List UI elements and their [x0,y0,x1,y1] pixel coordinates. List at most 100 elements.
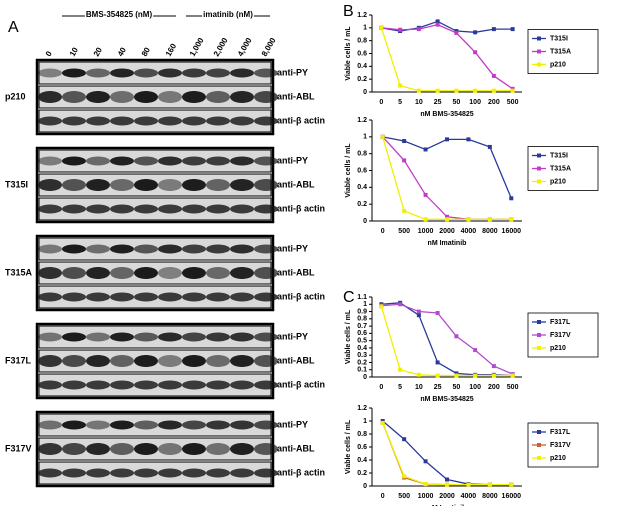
blot-band [158,116,182,126]
blot-band [86,443,110,455]
data-point [416,88,421,93]
blot-band [158,468,182,478]
legend-label: F317V [550,332,571,339]
blot-band [134,204,158,214]
y-axis-title: Viable cells / mL [345,143,352,198]
x-tick-label: 50 [452,384,460,391]
data-point [491,27,496,32]
blot-band [182,244,206,254]
blot-band [254,204,278,214]
data-point [466,482,471,487]
blot-band [230,91,254,103]
legend-swatch [537,179,541,184]
blot-band [158,91,182,103]
x-tick-label: 1000 [418,228,434,235]
y-tick-label: 1.2 [357,117,367,124]
blot-band [86,204,110,214]
y-tick-label: 0.6 [357,444,367,451]
legend-label: T315A [550,48,571,55]
blot-band [86,267,110,279]
blot-band [182,420,206,430]
y-tick-label: 0.2 [357,201,367,208]
blot-band [38,244,62,254]
blot-band [158,179,182,191]
data-point [398,83,403,88]
blot-band [62,468,86,478]
x-tick-label: 50 [452,99,460,106]
legend-swatch [537,62,541,67]
y-tick-label: 0.9 [357,308,367,315]
series-line [382,420,512,486]
blot-band [86,68,110,78]
x-tick-label: 100 [469,99,481,106]
blot-antibody: anti-ABL [277,267,315,277]
blot-band [110,116,134,126]
series-line [382,136,512,199]
legend-label: T315A [550,165,571,172]
blot-band [110,204,134,214]
y-tick-label: 0.3 [357,352,367,359]
data-point [398,27,403,32]
blot-band [38,91,62,103]
x-tick-label: 4000 [461,228,477,235]
x-tick-label: 500 [507,384,519,391]
x-tick-label: 16000 [502,228,522,235]
blot-band [134,267,158,279]
x-tick-label: 10 [415,99,423,106]
x-tick-label: 25 [434,384,442,391]
blot-band [254,355,278,367]
blot-band [230,443,254,455]
blot-band [230,355,254,367]
series-line [380,27,513,92]
y-tick-label: 0 [363,483,367,490]
lane-label: 40 [116,45,129,58]
blot-band [254,179,278,191]
data-point [510,88,515,93]
blot-band [62,91,86,103]
legend-label: F317V [550,442,571,449]
blot-band [110,91,134,103]
x-tick-label: 8000 [482,228,498,235]
data-point [510,27,515,32]
blot-antibody: anti-PY [277,67,308,77]
data-point [423,192,428,197]
lane-label: 10 [68,45,81,58]
blot-band [206,332,230,342]
blot-band [230,179,254,191]
legend-swatch [537,36,541,41]
y-axis-title: Viable cells / mL [345,419,352,474]
blot-band [158,156,182,166]
group-header: BMS-354825 (nM) [86,10,153,19]
blot-band [206,179,230,191]
blot-cell-line: p210 [5,91,26,101]
blot-band [182,443,206,455]
data-point [423,217,428,222]
series-line [382,136,512,220]
blot-band [230,156,254,166]
data-point [435,311,440,315]
blot-antibody: anti-PY [277,243,308,253]
blot-band [86,244,110,254]
data-point [473,50,478,55]
data-point [416,27,421,32]
series-line [382,136,512,220]
x-axis-title: nM Imatinib [428,240,467,247]
blot-band [230,332,254,342]
x-tick-label: 0 [381,228,385,235]
blot-band [134,420,158,430]
blot-band [110,468,134,478]
data-point [423,147,428,152]
blot-band [230,204,254,214]
blot-band [230,244,254,254]
blot-band [158,292,182,302]
data-point [454,30,459,35]
blot-band [110,267,134,279]
blot-band [206,355,230,367]
blot-band [62,204,86,214]
blot-band [38,68,62,78]
blot-band [62,68,86,78]
y-tick-label: 0.8 [357,316,367,323]
blot-band [206,267,230,279]
